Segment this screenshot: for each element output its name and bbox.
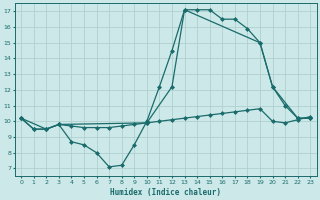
X-axis label: Humidex (Indice chaleur): Humidex (Indice chaleur)	[110, 188, 221, 197]
